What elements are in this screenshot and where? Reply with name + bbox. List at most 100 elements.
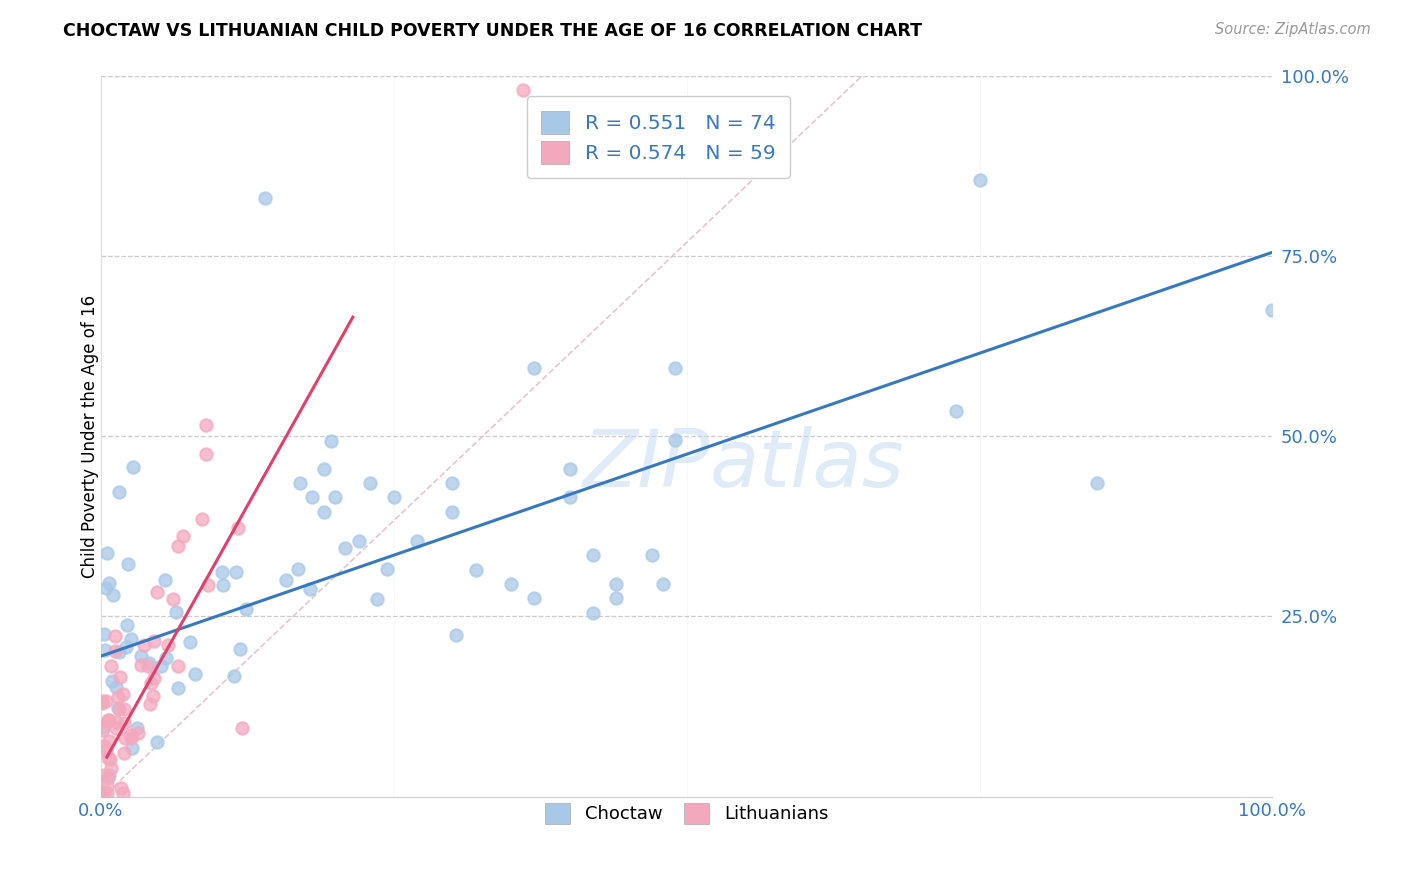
Point [127,726,149,740]
Point [97,751,120,765]
Point [664,433,686,447]
Point [969,173,991,187]
Point [91,720,114,734]
Point [97,734,120,748]
Point [122,460,145,475]
Point [104,721,127,735]
Point [301,491,323,505]
Point [582,606,605,620]
Point [139,697,162,711]
Point [104,644,127,658]
Point [253,191,276,205]
Point [195,447,218,461]
Point [114,731,136,745]
Point [605,577,627,591]
Point [382,491,405,505]
Point [179,635,201,649]
Point [111,786,134,800]
Point [153,573,176,587]
Point [347,533,370,548]
Point [142,671,165,685]
Point [120,731,142,746]
Point [96,581,118,595]
Point [323,491,346,505]
Point [93,739,115,753]
Point [97,768,120,782]
Point [100,761,122,775]
Point [105,714,128,729]
Point [97,771,120,785]
Point [499,577,522,591]
Point [107,690,129,704]
Point [91,693,114,707]
Point [312,461,335,475]
Point [512,83,534,97]
Point [274,573,297,587]
Point [108,702,131,716]
Point [226,520,249,534]
Point [235,601,257,615]
Point [91,697,114,711]
Point [523,591,546,606]
Y-axis label: Child Poverty Under the Age of 16: Child Poverty Under the Age of 16 [82,294,98,578]
Point [1261,302,1284,317]
Point [110,780,132,795]
Point [1085,476,1108,491]
Point [117,558,139,572]
Point [523,360,546,375]
Point [93,627,115,641]
Point [108,645,131,659]
Point [93,768,115,782]
Point [105,680,128,694]
Text: ZIP: ZIP [582,426,710,504]
Point [377,562,399,576]
Point [464,563,486,577]
Point [98,752,121,766]
Point [120,728,142,742]
Point [446,628,468,642]
Legend: Choctaw, Lithuanians: Choctaw, Lithuanians [534,792,839,835]
Point [139,675,162,690]
Point [222,669,245,683]
Point [100,673,122,688]
Point [132,639,155,653]
Point [111,688,134,702]
Point [91,786,114,800]
Point [97,714,120,728]
Point [312,505,335,519]
Point [97,713,120,727]
Point [108,484,131,499]
Point [146,735,169,749]
Point [212,578,235,592]
Point [96,743,118,757]
Point [195,418,218,433]
Point [121,740,143,755]
Point [98,713,121,727]
Point [197,578,219,592]
Point [150,658,173,673]
Point [228,642,250,657]
Point [136,658,159,673]
Point [138,657,160,671]
Point [129,658,152,673]
Point [112,702,135,716]
Point [114,640,136,655]
Point [211,565,233,579]
Point [366,592,388,607]
Point [143,634,166,648]
Point [141,689,163,703]
Point [115,618,138,632]
Point [319,434,342,448]
Point [108,670,131,684]
Point [172,529,194,543]
Text: Source: ZipAtlas.com: Source: ZipAtlas.com [1215,22,1371,37]
Point [406,533,429,548]
Text: CHOCTAW VS LITHUANIAN CHILD POVERTY UNDER THE AGE OF 16 CORRELATION CHART: CHOCTAW VS LITHUANIAN CHILD POVERTY UNDE… [63,22,922,40]
Point [156,638,179,652]
Point [155,651,177,665]
Point [103,588,125,602]
Point [112,716,135,731]
Point [652,577,675,591]
Point [98,576,121,591]
Point [359,476,381,491]
